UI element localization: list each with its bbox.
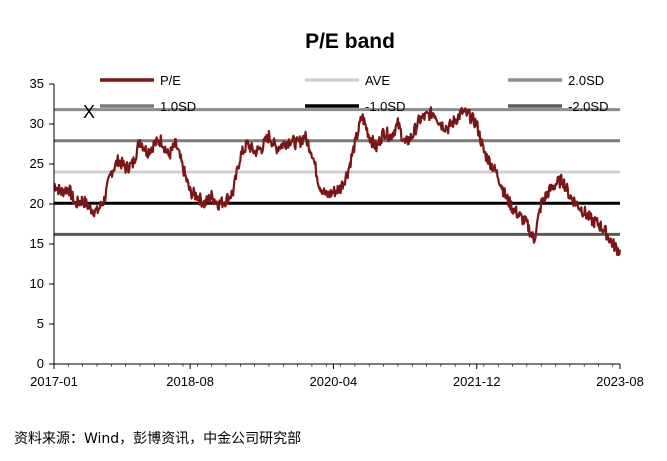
legend-label: P/E	[160, 73, 181, 88]
y-tick-label: 25	[30, 156, 44, 171]
y-tick-label: 5	[37, 316, 44, 331]
x-tick-label: 2021-12	[453, 374, 501, 389]
y-tick-label: 20	[30, 196, 44, 211]
y-tick-label: 10	[30, 276, 44, 291]
x-tick-label: 2020-04	[310, 374, 358, 389]
legend-label: AVE	[365, 73, 390, 88]
axes-layer: 0 5 10 15 20 25 30 35 2017-01 2018-08 2020-04 2021-…	[30, 76, 644, 389]
source-note: 资料来源：Wind，彭博资讯，中金公司研究部	[14, 431, 302, 447]
series-line-pe	[53, 106, 622, 257]
bands-layer	[54, 108, 620, 236]
legend: P/E AVE 2.0SD 1.0SD -1.0SD -2.0SD	[100, 73, 608, 114]
x-tick-label: 2018-08	[166, 374, 214, 389]
legend-label: 2.0SD	[568, 73, 604, 88]
y-tick-label: 15	[30, 236, 44, 251]
y-tick-label: 0	[37, 356, 44, 371]
x-tick-label: 2023-08	[596, 374, 644, 389]
y-tick-label: 30	[30, 116, 44, 131]
legend-label: -1.0SD	[365, 99, 405, 114]
x-tick-label: 2017-01	[30, 374, 78, 389]
y-tick-label: 35	[30, 76, 44, 91]
series-layer	[53, 106, 622, 257]
chart-title: P/E band	[305, 30, 395, 53]
legend-label: -2.0SD	[568, 99, 608, 114]
x-marker-annotation: X	[83, 102, 95, 122]
legend-label: 1.0SD	[160, 99, 196, 114]
